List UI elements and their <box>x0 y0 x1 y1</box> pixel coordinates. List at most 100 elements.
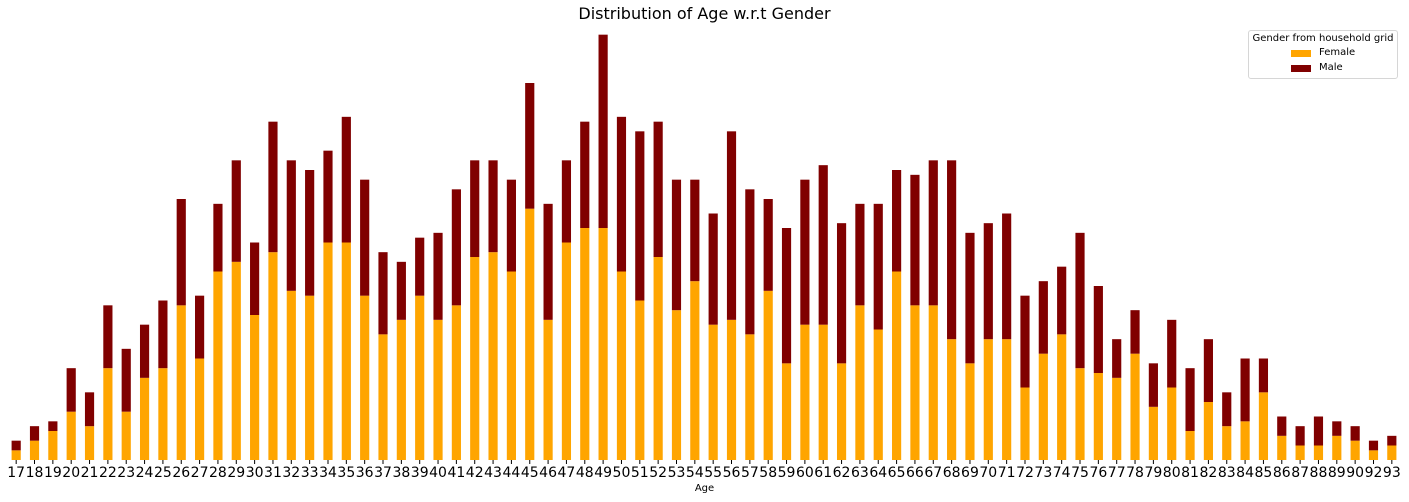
bar-male-83 <box>1222 392 1232 427</box>
bar-male-21 <box>84 392 95 427</box>
x-tick-label: 79 <box>1144 465 1162 481</box>
bar-male-68 <box>947 160 957 340</box>
x-tick-label: 54 <box>686 465 704 481</box>
bar-male-69 <box>965 232 975 364</box>
bar-female-36 <box>360 295 370 460</box>
x-tick-label: 24 <box>136 465 154 481</box>
bar-male-63 <box>855 203 865 306</box>
bar-female-77 <box>1112 377 1122 460</box>
bar-male-66 <box>910 174 920 306</box>
x-tick-label: 81 <box>1181 465 1199 481</box>
bar-male-58 <box>763 199 773 291</box>
bar-female-72 <box>1020 387 1030 460</box>
bar-male-70 <box>983 223 993 340</box>
x-tick-label: 27 <box>191 465 209 481</box>
bar-female-44 <box>506 271 516 460</box>
x-tick-label: 93 <box>1383 465 1401 481</box>
bar-female-48 <box>580 228 590 460</box>
bar-female-57 <box>745 334 755 460</box>
bar-male-29 <box>231 160 241 262</box>
bar-male-22 <box>103 305 113 369</box>
legend-label-female: Female <box>1319 47 1356 58</box>
x-tick-label: 44 <box>502 465 520 481</box>
bar-male-84 <box>1240 358 1250 422</box>
x-tick-label: 36 <box>356 465 374 481</box>
x-tick-label: 67 <box>924 465 942 481</box>
bar-male-43 <box>488 160 498 253</box>
x-tick-label: 73 <box>1034 465 1052 481</box>
legend-title: Gender from household grid <box>1252 33 1394 44</box>
x-tick-label: 46 <box>539 465 557 481</box>
bar-female-67 <box>928 305 938 460</box>
x-tick-label: 26 <box>172 465 190 481</box>
bar-male-17 <box>11 440 21 451</box>
bar-female-60 <box>800 324 810 460</box>
bar-male-90 <box>1350 426 1360 441</box>
bar-female-24 <box>139 377 150 460</box>
bar-male-41 <box>451 189 461 306</box>
x-tick-label: 82 <box>1199 465 1217 481</box>
x-tick-label: 85 <box>1255 465 1273 481</box>
bar-male-92 <box>1368 440 1379 451</box>
bar-male-20 <box>66 368 76 412</box>
bar-female-68 <box>947 339 957 460</box>
x-tick-label: 40 <box>429 465 447 481</box>
legend: Gender from household grid Female Male <box>1248 30 1398 79</box>
x-tick-label: 21 <box>81 465 99 481</box>
legend-swatch-male <box>1291 65 1311 72</box>
bar-female-26 <box>176 305 186 460</box>
x-tick-label: 58 <box>759 465 777 481</box>
bar-female-46 <box>543 319 553 460</box>
bar-female-53 <box>671 310 682 460</box>
bar-female-92 <box>1368 450 1379 460</box>
x-tick-label: 41 <box>447 465 465 481</box>
bar-female-85 <box>1258 392 1269 460</box>
x-tick-label: 56 <box>723 465 741 481</box>
bar-female-51 <box>635 300 645 460</box>
x-tick-label: 42 <box>466 465 484 481</box>
bar-male-28 <box>213 203 223 272</box>
bar-female-66 <box>910 305 920 460</box>
bar-male-82 <box>1203 339 1213 402</box>
bar-male-78 <box>1130 310 1140 354</box>
bar-male-86 <box>1277 416 1287 436</box>
x-tick-label: 74 <box>1053 465 1071 481</box>
bar-female-25 <box>158 368 168 460</box>
bar-male-47 <box>561 160 572 243</box>
bar-female-70 <box>983 339 993 460</box>
bar-male-26 <box>176 199 186 306</box>
bar-male-53 <box>671 179 682 311</box>
x-tick-label: 43 <box>484 465 502 481</box>
bar-male-61 <box>818 165 828 325</box>
x-tick-label: 65 <box>888 465 906 481</box>
x-tick-label: 87 <box>1291 465 1309 481</box>
bar-female-56 <box>726 319 737 460</box>
bar-male-67 <box>928 160 938 306</box>
x-tick-label: 39 <box>411 465 429 481</box>
bar-male-42 <box>470 160 480 257</box>
bar-male-85 <box>1258 358 1269 393</box>
x-tick-label: 63 <box>851 465 869 481</box>
bar-male-55 <box>708 213 718 325</box>
x-tick-label: 83 <box>1218 465 1236 481</box>
bar-female-28 <box>213 271 223 460</box>
bar-female-22 <box>103 368 113 460</box>
x-tick-label: 72 <box>1016 465 1034 481</box>
bar-male-89 <box>1332 421 1342 436</box>
bar-male-52 <box>653 121 663 257</box>
x-tick-label: 84 <box>1236 465 1254 481</box>
bar-female-17 <box>11 450 21 460</box>
bar-male-60 <box>800 179 810 325</box>
bar-male-35 <box>341 116 351 243</box>
bar-male-87 <box>1295 426 1305 446</box>
x-tick-label: 78 <box>1126 465 1144 481</box>
x-axis-label: Age <box>694 483 715 494</box>
bar-male-32 <box>286 160 296 291</box>
x-tick-label: 28 <box>209 465 227 481</box>
bar-male-50 <box>616 116 627 272</box>
x-tick-label: 31 <box>264 465 282 481</box>
x-tick-label: 33 <box>301 465 319 481</box>
bar-female-69 <box>965 363 975 460</box>
bar-female-81 <box>1185 431 1195 460</box>
x-tick-label: 61 <box>814 465 832 481</box>
